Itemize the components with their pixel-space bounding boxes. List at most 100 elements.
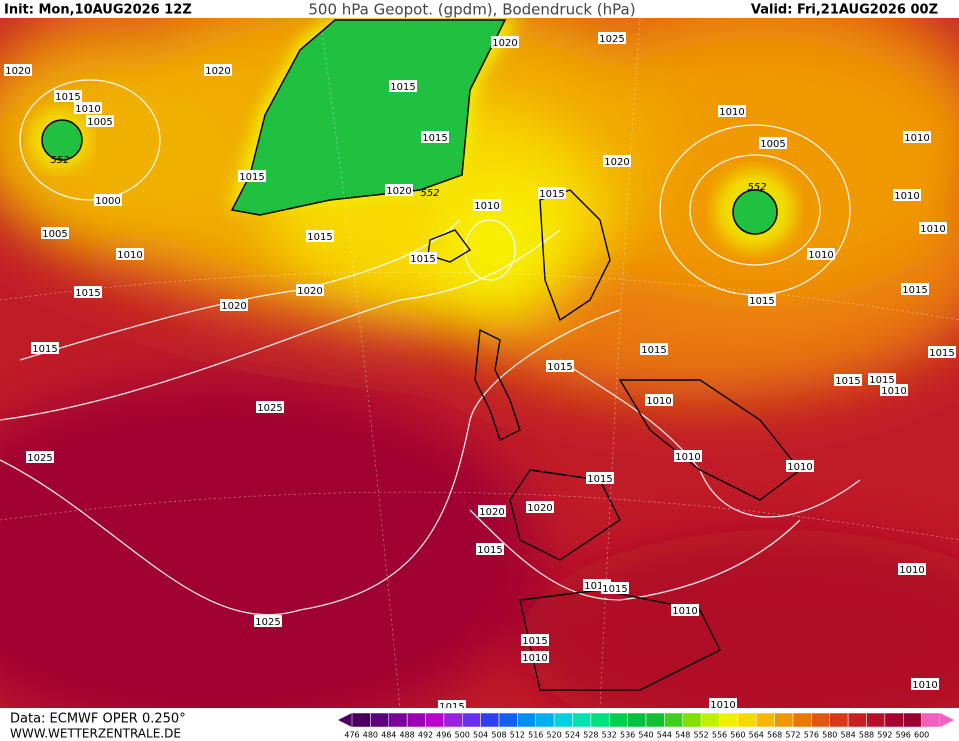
isobar-label-box (31, 342, 59, 354)
scale-label: 556 (712, 731, 727, 740)
isobar-label-box (880, 384, 908, 396)
isobar-label: 1015 (835, 376, 860, 387)
isobar-label-box (898, 563, 926, 575)
isobar-label-box (521, 651, 549, 663)
isobar-label: 1015 (32, 344, 57, 355)
scale-swatch (866, 712, 886, 728)
isobar-label: 1010 (808, 250, 833, 261)
isobar-label-box (903, 131, 931, 143)
isobar-label-box (306, 230, 334, 242)
scale-swatch (406, 712, 426, 728)
isobar-label-box (718, 105, 746, 117)
scale-swatch (553, 712, 573, 728)
isobar-label: 1025 (599, 34, 624, 45)
isobar-label-box (640, 343, 668, 355)
isobar-label: 1010 (920, 224, 945, 235)
isobar-label-box (389, 80, 417, 92)
scale-label: 544 (657, 731, 672, 740)
scale-label: 588 (859, 731, 874, 740)
scale-swatch (462, 712, 481, 728)
isobar-label-box (671, 604, 699, 616)
isobar-label: 1005 (760, 139, 785, 150)
isobar-label: 1020 (5, 66, 30, 77)
isobar-label-box (491, 36, 519, 48)
scale-label: 476 (344, 731, 359, 740)
scale-swatch (388, 712, 408, 728)
scale-label: 500 (455, 731, 470, 740)
isobar-label-box (476, 543, 504, 555)
isobar-label-box (94, 194, 122, 206)
isobar-label-box (74, 286, 102, 298)
isobar-label: 1015 (439, 702, 464, 713)
isobar-label: 1015 (869, 375, 894, 386)
isobar-label: 1015 (587, 474, 612, 485)
isobar-label-box (26, 451, 54, 463)
scale-swatch (664, 712, 683, 728)
isobar-label-box (220, 299, 248, 311)
isobar-label: 1020 (479, 507, 504, 518)
isobar-label: 1010 (672, 606, 697, 617)
isobar-label: 1015 (239, 172, 264, 183)
geopotential-label: 552 (747, 182, 766, 193)
isobar-label: 1010 (710, 700, 735, 711)
scale-label: 488 (399, 731, 414, 740)
scale-label: 540 (638, 731, 653, 740)
isobar-label: 1015 (584, 581, 609, 592)
data-source: Data: ECMWF OPER 0.250° (10, 712, 186, 727)
scale-label: 576 (804, 731, 819, 740)
isobar-label-box (868, 373, 896, 385)
isobar-label: 1000 (95, 196, 120, 207)
isobar-label: 1020 (527, 503, 552, 514)
scale-swatch (829, 712, 849, 728)
scale-swatch (719, 712, 739, 728)
isobar-label: 1015 (547, 362, 572, 373)
scale-swatch (700, 712, 720, 728)
scale-label: 528 (583, 731, 598, 740)
scale-swatch (370, 712, 389, 728)
scale-label: 600 (914, 731, 929, 740)
isobar-label: 1020 (205, 66, 230, 77)
isobar-label-box (919, 222, 947, 234)
isobar-label: 1015 (75, 288, 100, 299)
scale-label: 552 (693, 731, 708, 740)
isobar-label: 1015 (410, 254, 435, 265)
isobar-label-box (834, 374, 862, 386)
scale-label: 572 (785, 731, 800, 740)
isobar-label: 1010 (899, 565, 924, 576)
scale-label: 508 (491, 731, 506, 740)
isobar-label: 1015 (602, 584, 627, 595)
isobar-label: 1015 (749, 296, 774, 307)
scale-label: 524 (565, 731, 580, 740)
isobar-label: 1010 (117, 250, 142, 261)
isobar-label-box (807, 248, 835, 260)
isobar-label: 1005 (42, 229, 67, 240)
scale-swatch (792, 712, 812, 728)
isobar-label: 1015 (641, 345, 666, 356)
geopotential-label: 552 (420, 188, 439, 199)
isobar-label-box (601, 582, 629, 594)
scale-swatch (480, 712, 500, 728)
isobar-label: 1010 (675, 452, 700, 463)
scale-swatch (645, 712, 665, 728)
scale-swatch (811, 712, 830, 728)
scale-swatch (425, 712, 445, 728)
isobar-label-box (74, 102, 102, 114)
scale-label: 516 (528, 731, 543, 740)
init-time: Init: Mon,10AUG2026 12Z (4, 3, 192, 18)
isobar-label: 1005 (87, 117, 112, 128)
map-title: 500 hPa Geopot. (gpdm), Bodendruck (hPa) (308, 1, 635, 19)
isobar-label-box (928, 346, 956, 358)
isobar-label-box (204, 64, 232, 76)
isobar-label: 1010 (646, 396, 671, 407)
isobar-label: 1020 (221, 301, 246, 312)
scale-label: 564 (749, 731, 764, 740)
isobar-label-box (4, 64, 32, 76)
scale-label: 504 (473, 731, 488, 740)
scale-swatch (847, 712, 867, 728)
isobar-label: 1020 (492, 38, 517, 49)
isobar-label-box (674, 450, 702, 462)
isobar-label-box (526, 501, 554, 513)
isobar-label: 1025 (255, 617, 280, 628)
isobar-label: 1025 (27, 453, 52, 464)
